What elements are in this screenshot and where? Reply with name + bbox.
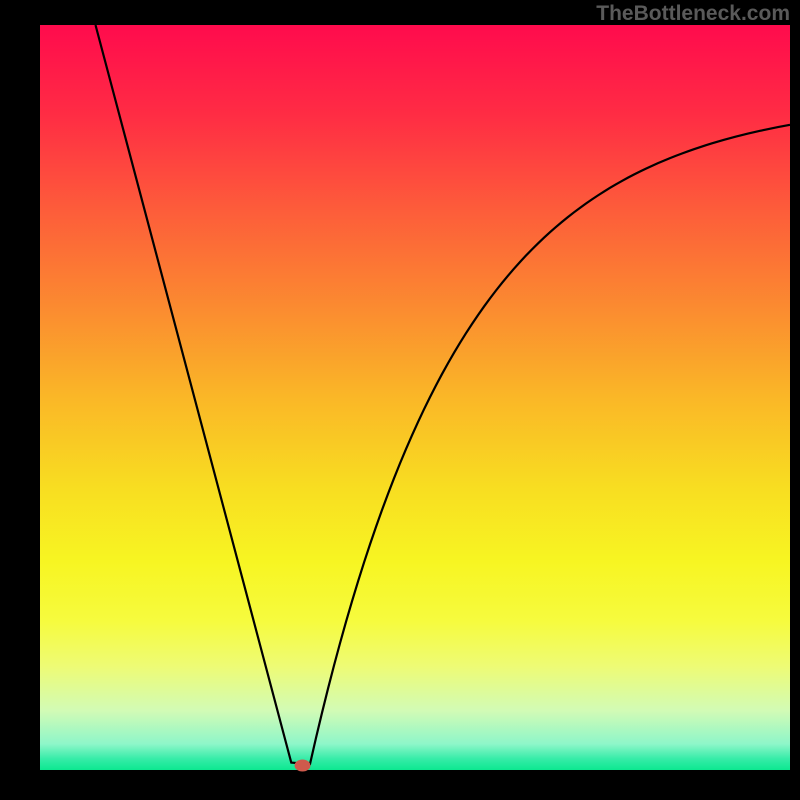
plot-background [40,25,790,770]
bottleneck-chart [0,0,800,800]
chart-container: TheBottleneck.com [0,0,800,800]
watermark-text: TheBottleneck.com [596,2,790,26]
optimum-marker [295,760,311,772]
